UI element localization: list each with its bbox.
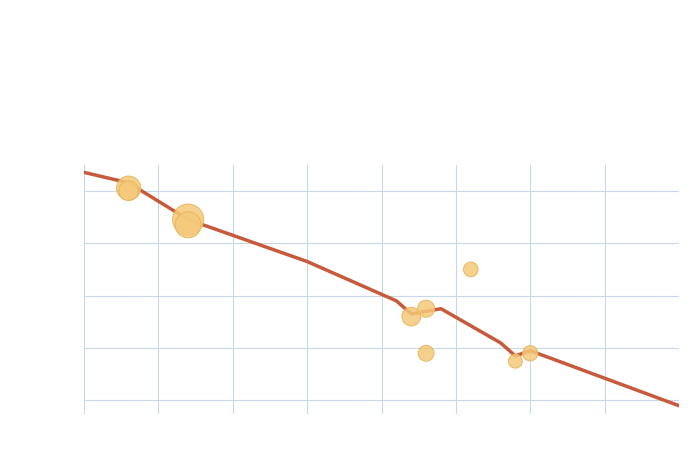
Point [183,216,194,223]
Point [421,305,432,313]
Point [183,221,194,228]
Point [465,266,476,273]
Point [406,313,417,321]
Point [123,187,134,195]
Point [421,350,432,357]
Point [525,350,536,357]
Point [510,357,521,365]
Point [123,184,134,192]
